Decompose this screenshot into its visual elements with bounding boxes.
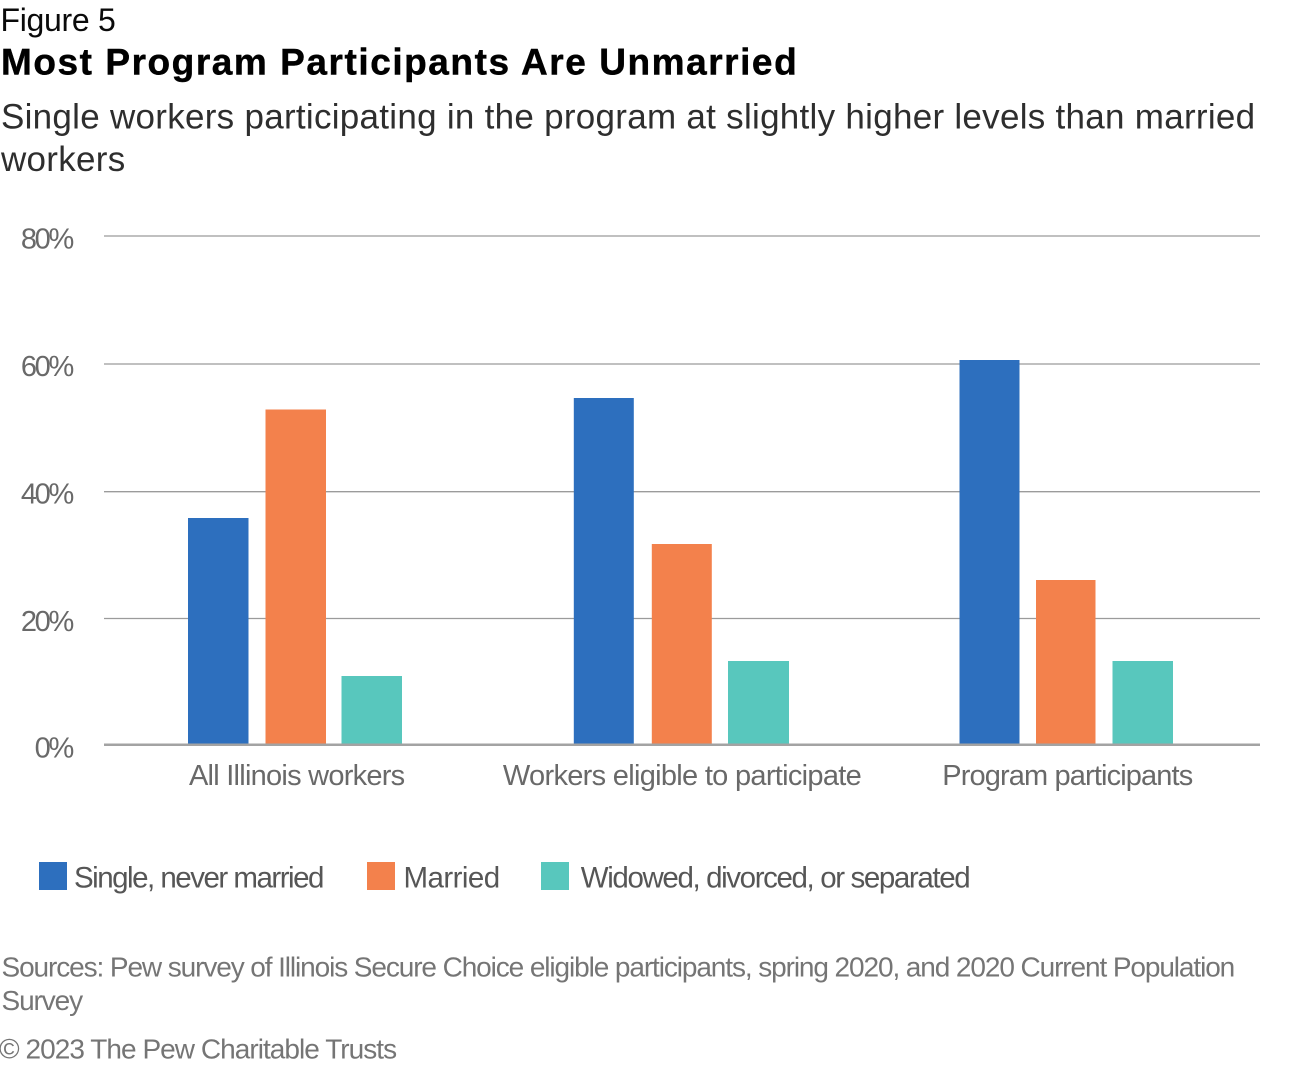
svg-text:Married: Married <box>404 862 500 895</box>
svg-text:Survey: Survey <box>2 985 84 1016</box>
svg-text:0%: 0% <box>35 733 74 765</box>
svg-text:20%: 20% <box>21 606 74 638</box>
svg-text:Workers eligible to participat: Workers eligible to participate <box>503 760 861 792</box>
svg-text:80%: 80% <box>21 224 74 256</box>
svg-text:Single workers participating i: Single workers participating in the prog… <box>1 98 1255 137</box>
svg-text:© 2023 The Pew Charitable Trus: © 2023 The Pew Charitable Trusts <box>0 1033 396 1064</box>
svg-text:Program participants: Program participants <box>942 760 1193 792</box>
svg-text:Widowed, divorced, or separate: Widowed, divorced, or separated <box>581 862 969 895</box>
svg-text:Most Program Participants Are: Most Program Participants Are Unmarried <box>1 42 798 83</box>
svg-text:Single, never married: Single, never married <box>74 862 323 895</box>
svg-text:40%: 40% <box>21 479 74 511</box>
svg-text:workers: workers <box>0 140 125 179</box>
svg-text:All Illinois workers: All Illinois workers <box>189 760 405 792</box>
svg-text:60%: 60% <box>21 351 74 383</box>
svg-text:Figure 5: Figure 5 <box>1 2 116 38</box>
svg-text:Sources: Pew survey of Illinoi: Sources: Pew survey of Illinois Secure C… <box>2 952 1235 983</box>
